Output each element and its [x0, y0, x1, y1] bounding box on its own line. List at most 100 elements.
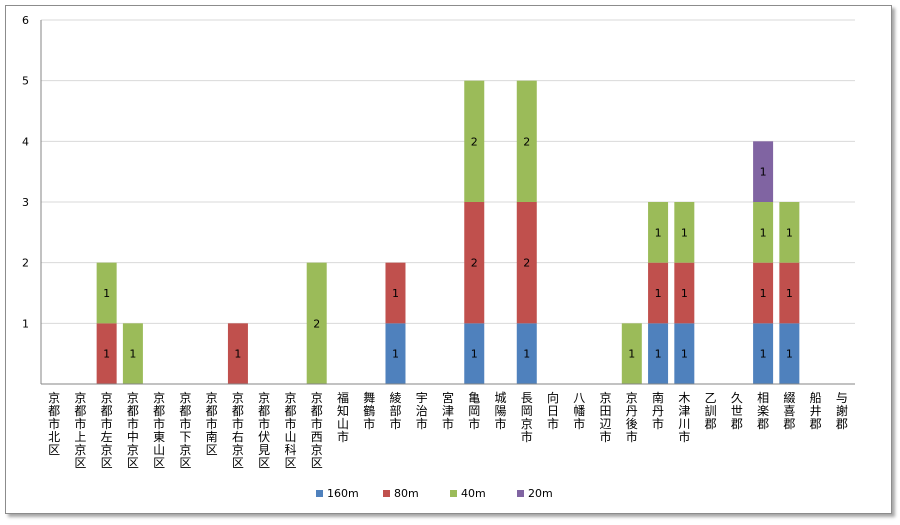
x-category-label: 京: [258, 391, 270, 405]
x-category-label: 京: [311, 391, 323, 405]
x-category-label: 都: [153, 404, 165, 418]
x-category-label: 伏: [258, 430, 270, 444]
x-category-label: 京: [74, 443, 86, 457]
bar-segment: [385, 323, 406, 384]
bar-segment: [779, 323, 800, 384]
bar-segment: [753, 262, 774, 324]
x-category-label: 市: [442, 416, 454, 431]
x-category-label: 市: [337, 429, 349, 444]
x-category-label: 京: [626, 391, 638, 405]
x-category-label: 長: [521, 391, 533, 405]
x-category-label: 区: [258, 456, 270, 470]
x-category-label: 知: [337, 404, 349, 418]
bar-segment: [648, 202, 669, 263]
legend-swatch: [517, 490, 524, 497]
x-category-label: 京: [179, 443, 191, 457]
x-category-label: 楽: [757, 404, 769, 418]
data-label: 2: [471, 257, 478, 270]
x-category-label: 喜: [783, 404, 795, 418]
x-category-label: 市: [284, 416, 296, 431]
x-category-label: 市: [153, 416, 165, 431]
x-category-label: 都: [258, 404, 270, 418]
x-category-label: 市: [258, 416, 270, 431]
data-label: 1: [655, 287, 662, 300]
x-category-label: 区: [179, 456, 191, 470]
x-category-label: 都: [206, 404, 218, 418]
x-category-label: 綴: [783, 390, 795, 405]
y-tick-label: 6: [22, 14, 29, 27]
bar-segment: [753, 323, 774, 384]
x-category-label: 市: [179, 416, 191, 431]
chart-frame: [5, 5, 892, 514]
x-category-label: 郡: [836, 417, 848, 431]
bar-segment: [753, 202, 774, 263]
data-label: 1: [786, 226, 793, 239]
x-category-label: 右: [232, 429, 244, 444]
x-category-label: 市: [468, 416, 480, 431]
bar-segment: [227, 323, 248, 384]
data-label: 1: [760, 348, 767, 361]
y-tick-label: 2: [22, 257, 29, 270]
x-category-label: 京: [101, 443, 113, 457]
x-category-label: 都: [101, 404, 113, 418]
y-tick-label: 3: [22, 196, 29, 209]
bar-segment: [674, 262, 695, 324]
x-category-label: 都: [48, 404, 60, 418]
bar-segment: [621, 323, 642, 384]
data-label: 1: [523, 348, 530, 361]
x-category-label: 南: [206, 429, 218, 444]
y-tick-label: 1: [22, 317, 29, 330]
x-category-label: 郡: [705, 417, 717, 431]
x-category-label: 謝: [836, 403, 848, 418]
x-category-label: 山: [337, 417, 349, 431]
x-category-label: 京: [48, 391, 60, 405]
x-category-label: 市: [678, 429, 690, 444]
x-category-label: 岡: [521, 404, 533, 418]
x-category-label: 市: [206, 416, 218, 431]
legend-swatch: [383, 490, 390, 497]
x-category-label: 陽: [495, 404, 507, 418]
bar-segment: [674, 323, 695, 384]
x-category-label: 市: [127, 416, 139, 431]
data-label: 1: [655, 226, 662, 239]
data-label: 2: [523, 257, 530, 270]
x-category-label: 京: [127, 391, 139, 405]
x-category-label: 京: [101, 391, 113, 405]
x-category-label: 郡: [783, 417, 795, 431]
data-label: 1: [760, 166, 767, 179]
bar-segment: [96, 262, 117, 324]
x-category-label: 市: [652, 416, 664, 431]
y-axis-ticks: 1 2 3 4 5 6: [22, 14, 29, 330]
bar-segment: [464, 202, 485, 324]
x-category-label: 与: [836, 391, 848, 405]
x-category-label: 東: [153, 430, 165, 444]
x-category-label: 都: [284, 404, 296, 418]
data-label: 2: [523, 135, 530, 148]
data-label: 1: [471, 348, 478, 361]
x-category-label: 上: [74, 430, 86, 444]
bar-segment: [779, 202, 800, 263]
x-category-label: 区: [127, 456, 139, 470]
x-category-label: 郡: [810, 417, 822, 431]
data-label: 1: [628, 348, 635, 361]
x-category-label: 京: [521, 417, 533, 431]
x-category-label: 津: [442, 404, 454, 418]
bar-segment: [648, 323, 669, 384]
x-category-label: 福: [337, 390, 349, 405]
x-category-label: 田: [600, 404, 612, 418]
x-category-label: 市: [48, 416, 60, 431]
legend-swatch: [316, 490, 323, 497]
legend: 160m 80m 40m 20m: [316, 487, 553, 500]
x-category-label: 区: [232, 456, 244, 470]
x-category-label: 世: [731, 404, 743, 418]
x-category-label: 宮: [442, 390, 454, 405]
x-category-label: 市: [416, 416, 428, 431]
x-category-label: 区: [48, 443, 60, 457]
data-label: 1: [786, 287, 793, 300]
bar-segment: [516, 323, 537, 384]
x-category-label: 岡: [468, 404, 480, 418]
x-category-label: 京: [600, 391, 612, 405]
x-category-label: 京: [232, 443, 244, 457]
x-category-label: 市: [311, 416, 323, 431]
x-category-label: 市: [600, 429, 612, 444]
